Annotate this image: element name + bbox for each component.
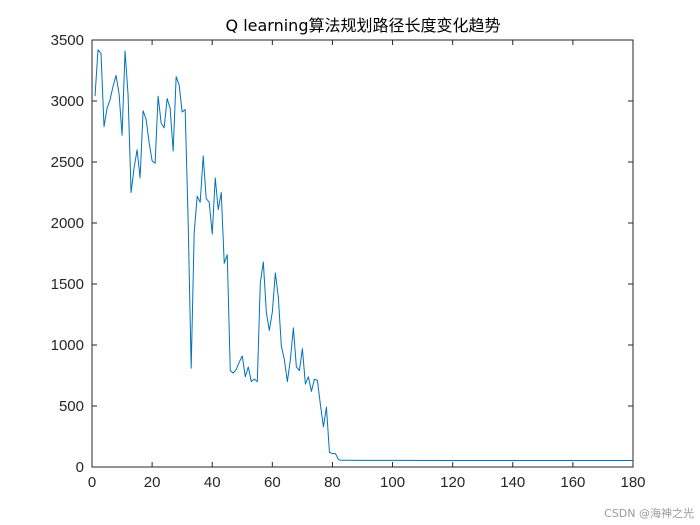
y-tick-label: 0 [76,459,84,476]
chart-title: Q learning算法规划路径长度变化趋势 [226,16,501,35]
x-tick-label: 40 [204,474,221,491]
plot-area [91,39,634,468]
series-line [94,49,633,462]
y-tick-label: 1500 [51,276,84,293]
y-axis: 0 500 1000 1500 2000 2500 3000 3500 [51,32,633,476]
axes-box [91,39,634,468]
x-tick-label: 160 [560,474,585,491]
y-tick-label: 3000 [51,93,84,110]
x-tick-label: 60 [264,474,281,491]
y-tick-label: 1000 [51,337,84,354]
y-tick-label: 2000 [51,215,84,232]
y-tick-label: 3500 [51,32,84,49]
x-tick-label: 80 [324,474,341,491]
x-tick-label: 140 [500,474,525,491]
x-tick-label: 20 [144,474,161,491]
x-axis: 0 20 40 60 80 100 120 140 160 180 [88,40,646,491]
x-tick-label: 100 [380,474,405,491]
x-tick-label: 0 [88,474,96,491]
y-tick-label: 2500 [51,154,84,171]
watermark-text: CSDN @海神之光 [604,507,694,520]
x-tick-label: 180 [620,474,645,491]
y-tick-label: 500 [59,398,84,415]
x-tick-label: 120 [440,474,465,491]
